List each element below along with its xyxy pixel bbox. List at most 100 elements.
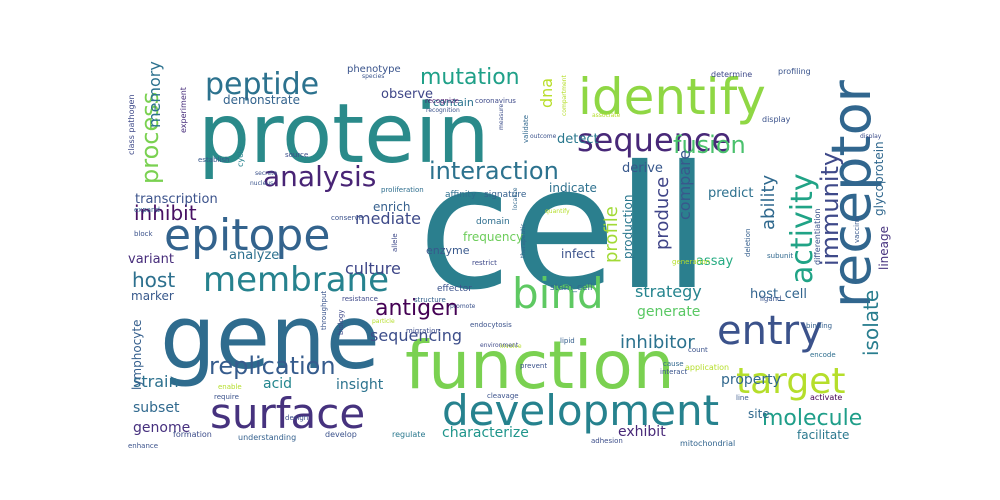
- word-activity: activity: [785, 173, 820, 284]
- word-promote: promote: [450, 303, 476, 310]
- word-genome: genome: [133, 420, 190, 436]
- word-contain: contain: [433, 96, 474, 109]
- word-application: application: [685, 363, 729, 372]
- word-insight: insight: [336, 377, 384, 393]
- word-cleavage: cleavage: [487, 392, 519, 400]
- word-structure: structure: [414, 296, 446, 304]
- word-affinity: affinity: [445, 190, 477, 200]
- word-coronavirus: coronavirus: [475, 97, 516, 105]
- word-therapeutic: therapeutic: [520, 223, 527, 258]
- word-sequence: sequence: [577, 121, 731, 159]
- word-enable: enable: [218, 383, 242, 391]
- word-produce: produce: [652, 177, 673, 250]
- word-development: development: [442, 386, 719, 435]
- word-transcription: transcription: [135, 192, 218, 207]
- word-variant: variant: [128, 252, 174, 267]
- word-cell: cell: [418, 130, 711, 328]
- word-lineage: lineage: [877, 226, 891, 270]
- word-experiment: experiment: [179, 87, 188, 133]
- word-understanding: understanding: [238, 433, 296, 442]
- word-mitochondrial: mitochondrial: [680, 439, 735, 448]
- word-endocytosis: endocytosis: [470, 321, 512, 329]
- word-function: function: [405, 327, 675, 404]
- word-biology: biology: [337, 310, 345, 335]
- word-design: design: [285, 414, 308, 422]
- word-deletion: deletion: [744, 229, 752, 257]
- word-measure: measure: [498, 104, 505, 130]
- word-indicate: indicate: [549, 181, 597, 195]
- word-ability: ability: [758, 174, 779, 230]
- word-dna: dna: [537, 78, 556, 108]
- word-site: site: [748, 407, 770, 421]
- word-count: count: [688, 346, 708, 354]
- word-phenotype: phenotype: [347, 64, 401, 75]
- word-mediate: mediate: [355, 209, 421, 228]
- word-migration: migration: [406, 327, 440, 335]
- word-marker: marker: [131, 289, 174, 303]
- word-species: species: [362, 73, 384, 80]
- word-frequency: frequency: [463, 230, 523, 244]
- word-glycoprotein: glycoprotein: [872, 141, 886, 216]
- word-require: require: [214, 393, 239, 401]
- word-localize: localize: [512, 187, 519, 210]
- word-display: display: [860, 133, 882, 140]
- word-property: property: [721, 372, 781, 388]
- word-allele: allele: [391, 233, 399, 252]
- word-interact: interact: [660, 368, 687, 376]
- word-class-pathogen: class pathogen: [127, 94, 136, 155]
- word-analyze: analyze: [229, 248, 279, 263]
- word-entry: entry: [717, 308, 823, 354]
- word-gene: gene: [160, 286, 380, 389]
- word-profiling: profiling: [778, 67, 811, 76]
- word-expand: expand: [134, 206, 160, 214]
- word-enzyme: enzyme: [426, 244, 470, 257]
- word-source: source: [285, 151, 308, 159]
- word-isolate: isolate: [859, 290, 883, 356]
- word-demonstrate: demonstrate: [223, 93, 300, 107]
- word-subunit: subunit: [767, 252, 793, 260]
- word-develop: develop: [325, 430, 357, 439]
- word-nucleus: nucleus: [250, 180, 273, 187]
- word-recognition: recognition: [426, 107, 460, 114]
- word-domain: domain: [476, 217, 510, 227]
- word-regulate: regulate: [392, 430, 425, 439]
- word-restrict: restrict: [472, 259, 497, 267]
- word-generate: generate: [637, 304, 700, 320]
- word-display: display: [762, 115, 791, 124]
- word-generation: generation: [672, 258, 710, 266]
- word-conserve: conserve: [331, 214, 363, 222]
- word-particle: particle: [372, 318, 395, 325]
- word-bind: bind: [512, 269, 604, 318]
- word-associate: associate: [592, 112, 621, 119]
- word-recognize: recognize: [425, 97, 459, 105]
- word-signature: signature: [484, 190, 527, 200]
- word-cycle: cycle: [236, 146, 245, 167]
- word-activate: activate: [810, 393, 842, 402]
- word-adhesion: adhesion: [591, 437, 623, 445]
- word-enrich: enrich: [373, 200, 410, 214]
- word-secrete: secrete: [255, 170, 277, 177]
- word-formation: formation: [173, 430, 212, 439]
- word-vaccine: vaccine: [853, 216, 861, 243]
- word-enhance: enhance: [128, 442, 158, 450]
- word-surface: surface: [210, 389, 365, 438]
- word-block: block: [134, 230, 154, 238]
- word-subset: subset: [133, 400, 180, 416]
- word-inhibitor: inhibitor: [620, 332, 695, 353]
- word-interaction: interaction: [429, 157, 559, 185]
- word-fusion: fusion: [673, 131, 746, 159]
- word-stem-cell: stem_cell: [550, 283, 593, 293]
- word-membrane: membrane: [203, 260, 389, 300]
- word-identify: identify: [578, 68, 766, 126]
- word-culture: culture: [345, 259, 401, 278]
- word-validate: validate: [522, 115, 530, 143]
- word-predict: predict: [708, 186, 753, 201]
- word-strain: strain: [133, 372, 179, 391]
- word-derive: derive: [622, 161, 663, 176]
- word-ligand: ligand: [760, 295, 782, 303]
- word-prevent: prevent: [520, 362, 547, 370]
- word-mutation: mutation: [420, 65, 520, 90]
- word-observe: observe: [381, 87, 433, 102]
- word-epitope: epitope: [164, 210, 330, 261]
